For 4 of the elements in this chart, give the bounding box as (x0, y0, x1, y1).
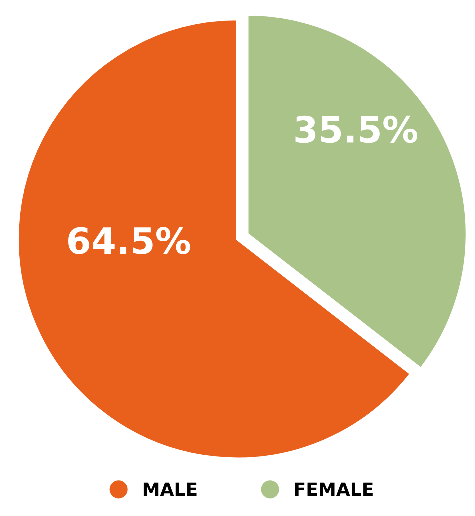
legend-label: FEMALE (295, 482, 373, 496)
data-label: 64.5% (68, 227, 190, 254)
legend-label: MALE (144, 482, 197, 496)
data-label: 35.5% (296, 116, 418, 144)
